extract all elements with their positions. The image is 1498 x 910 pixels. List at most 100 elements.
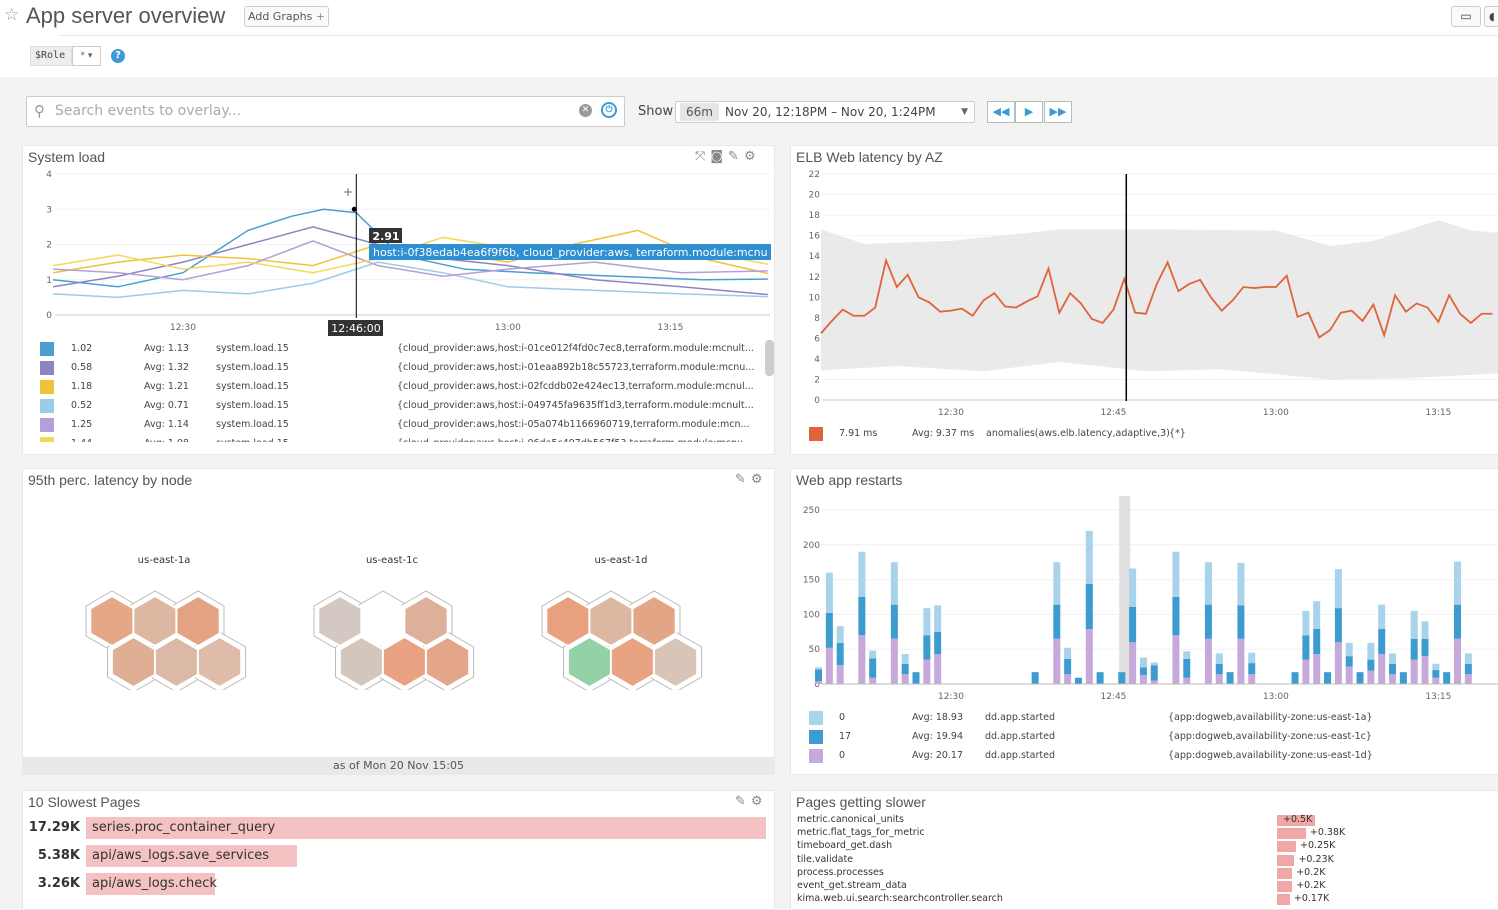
bar-segment-us-east-1c [1378,629,1386,655]
bar-segment-us-east-1d [1345,666,1353,684]
bar-segment-us-east-1a [934,605,942,632]
y-tick-label: 250 [803,506,820,516]
legend-value: 1.18 [71,381,93,392]
panel-title: 95th perc. latency by node [28,472,193,488]
add-graphs-button[interactable]: Add Graphs + [244,6,329,27]
clear-icon[interactable]: ✕ [579,104,592,117]
legend-scope: {cloud_provider:aws,host:i-06da5c497db56… [397,438,752,442]
gear-icon[interactable]: ⚙ [750,472,768,487]
legend-avg: Avg: 20.17 [912,750,964,761]
legend-value: 0 [839,712,846,723]
power-icon[interactable]: ⏻ [601,102,617,118]
bar-segment-us-east-1a [923,608,931,636]
legend-value: 17 [839,731,852,742]
bar-segment-us-east-1d [1421,656,1429,684]
bar-segment-us-east-1d [869,677,877,684]
gear-icon[interactable]: ⚙ [750,794,768,809]
bar-segment-us-east-1d [1237,638,1245,684]
expand-icon[interactable]: ⤧ [695,149,711,164]
time-range-text: Nov 20, 12:18PM – Nov 20, 1:24PM [724,105,936,119]
web-app-restarts-chart[interactable]: 0 50 100 150 200 250 12:30 12:45 13:00 13:15 [795,490,1498,705]
slower-page-row[interactable]: process.processes +0.2K [797,867,1497,880]
help-icon[interactable]: ? [111,49,125,63]
bar-segment-us-east-1c [1172,597,1180,636]
hexmap-group-label: us-east-1a [137,555,191,566]
legend-value: 0.58 [71,362,93,373]
legend-value: 0 [839,750,846,761]
legend-swatch [40,437,54,442]
elb-latency-chart[interactable]: 0 2 4 6 8 10 12 14 16 18 20 22 12:30 12:45 13:00 13:15 [795,165,1498,420]
legend-avg: Avg: 1.32 [144,362,189,373]
info-button[interactable]: ◖ [1484,6,1498,27]
bar-segment-us-east-1a [1129,568,1137,607]
bar-segment-us-east-1d [1367,670,1375,684]
bar-segment-us-east-1a [1237,562,1245,606]
fast-forward-button[interactable]: ▶▶ [1044,101,1072,123]
bar-segment-us-east-1a [1378,604,1386,630]
pencil-icon[interactable]: ✎ [735,472,751,487]
slower-page-name: process.processes [797,866,884,878]
star-icon[interactable]: ☆ [4,5,20,25]
legend-avg: Avg: 9.37 ms [912,428,975,439]
slower-page-bar [1277,854,1295,866]
slower-page-bar [1277,841,1296,853]
slower-page-row[interactable]: event_get.stream_data +0.2K [797,880,1497,893]
bar-segment-us-east-1c [1053,604,1061,639]
bar-segment-us-east-1c [1345,656,1353,667]
duration-badge: 66m [680,103,719,121]
search-events-input[interactable]: ⚲ Search events to overlay... ✕ ⏻ [26,96,625,127]
time-range-select[interactable]: 66m Nov 20, 12:18PM – Nov 20, 1:24PM ▼ [675,101,975,123]
bar-segment-us-east-1c [1031,672,1039,684]
hostmap[interactable] [22,580,775,690]
host-hex[interactable] [403,594,449,648]
slow-page-bar: series.proc_container_query [86,817,766,839]
template-variable-select[interactable]: * ▾ [72,46,101,66]
bar-segment-us-east-1a [890,562,898,605]
y-tick-label: 150 [803,576,820,586]
host-hex[interactable] [424,635,471,689]
legend-row: 17 Avg: 19.94 dd.app.started {app:dogweb,av… [809,730,1489,749]
divider [60,35,1498,36]
host-hex[interactable] [631,594,677,648]
gear-icon[interactable]: ⚙ [743,149,761,164]
legend-swatch [40,418,54,432]
pages-getting-slower-panel: Pages getting slower [790,790,1498,910]
camera-icon[interactable]: ◙ [710,149,729,164]
monitor-icon[interactable]: ▭ [1451,6,1481,27]
slower-page-name: tile.validate [797,853,854,865]
bar-segment-us-east-1a [1334,569,1342,609]
slow-page-row[interactable]: 3.26K api/aws_logs.check [22,872,775,898]
slower-page-row[interactable]: metric.flat_tags_for_metric +0.38K [797,827,1497,840]
tooltip-label-bg [369,244,771,260]
bar-segment-us-east-1a [1183,651,1191,659]
bar-segment-us-east-1a [1053,562,1061,605]
system-load-chart[interactable]: 0 1 2 3 4 12:30 13:00 13:15 +12:46:00 2.91 host:i-… [30,165,775,340]
slower-page-row[interactable]: timeboard_get.dash +0.25K [797,840,1497,853]
slower-page-name: timeboard_get.dash [797,840,893,852]
slower-page-row[interactable]: metric.canonical_units +0.5K [797,814,1497,827]
host-hex[interactable] [175,594,221,648]
slower-page-row[interactable]: tile.validate +0.23K [797,854,1497,867]
bar-segment-us-east-1d [1183,677,1191,684]
legend-value: 1.44 [71,438,92,442]
rewind-button[interactable]: ◀◀ [987,101,1015,123]
host-hex[interactable] [652,635,699,689]
hover-highlight [1119,496,1131,684]
bar-segment-us-east-1a [1248,652,1256,664]
bar-segment-us-east-1d [815,681,823,684]
slower-page-delta: +0.2K [1296,880,1326,891]
y-tick-label: 2 [46,241,52,251]
slow-page-row[interactable]: 5.38K api/aws_logs.save_services [22,844,775,870]
play-button[interactable]: ▶ [1015,101,1043,123]
slower-page-row[interactable]: kima.web.ui.search:searchcontroller.sear… [797,893,1497,906]
host-hex[interactable] [196,635,243,689]
anomaly-band [821,220,1498,380]
pencil-icon[interactable]: ✎ [735,794,751,809]
bar-segment-us-east-1c [1399,672,1407,684]
pencil-icon[interactable]: ✎ [728,149,744,164]
legend-scrollbar[interactable] [765,340,774,376]
slower-page-bar [1277,815,1315,826]
legend-swatch [40,342,54,356]
legend-metric: system.load.15 [216,400,289,411]
slow-page-row[interactable]: 17.29K series.proc_container_query [22,816,775,842]
